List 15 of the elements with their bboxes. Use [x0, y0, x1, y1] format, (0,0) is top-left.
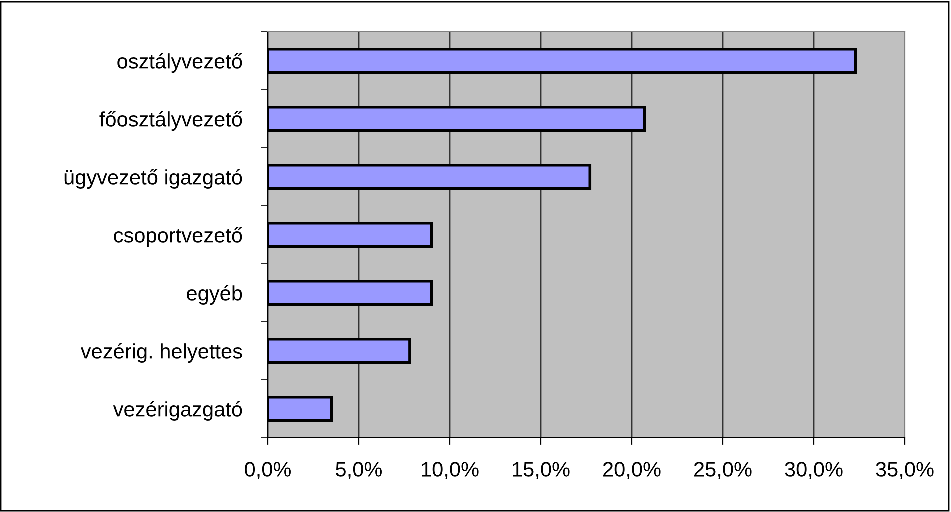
x-tick-label: 10,0%	[422, 462, 479, 480]
x-tick-label: 25,0%	[694, 462, 752, 480]
y-tick-label: főosztályvezető	[100, 111, 242, 131]
x-tick-label: 0,0%	[245, 462, 292, 480]
x-tick-label: 20,0%	[604, 462, 661, 480]
x-tick-label: 35,0%	[876, 462, 934, 480]
y-tick-label: vezérig. helyettes	[80, 343, 242, 363]
y-tick-label: csoportvezető	[114, 227, 242, 247]
y-tick-label: ügyvezető igazgató	[64, 169, 242, 189]
y-tick-label: vezérigazgató	[113, 401, 242, 421]
y-tick-label: osztályvezető	[118, 53, 242, 73]
x-tick-label: 15,0%	[513, 462, 570, 480]
x-tick-label: 30,0%	[785, 462, 843, 480]
y-tick-label: egyéb	[187, 285, 242, 305]
x-tick-label: 5,0%	[336, 462, 382, 480]
